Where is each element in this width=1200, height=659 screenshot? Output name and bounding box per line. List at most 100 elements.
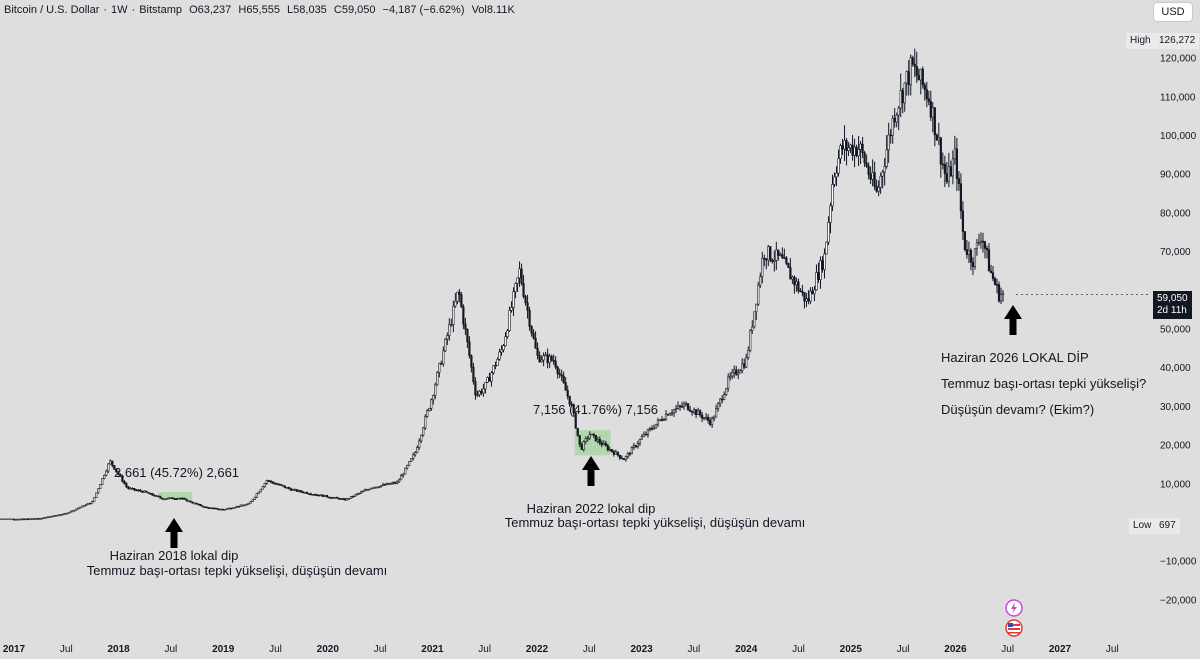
candle-body (638, 438, 642, 444)
candle-body (532, 332, 535, 339)
candle-body (666, 413, 670, 416)
candle-body (231, 507, 234, 510)
candle-body (839, 145, 842, 159)
interval[interactable]: 1W (111, 4, 128, 16)
candle-body (680, 405, 684, 408)
candle-body (981, 240, 985, 243)
candle-body (394, 482, 397, 484)
candle-body (201, 505, 204, 508)
candle-body (755, 303, 758, 313)
candle-body (564, 382, 567, 391)
candle-body (749, 330, 752, 351)
candle-body (30, 518, 34, 520)
candle-body (877, 187, 880, 192)
candle-body (458, 291, 461, 295)
candle-body (688, 409, 692, 412)
candle-body (137, 489, 140, 492)
arrow-up-2026-icon (1004, 305, 1022, 335)
candle-body (556, 366, 559, 374)
candle-body (690, 411, 694, 413)
candle-body (478, 390, 481, 396)
candle-body (711, 418, 714, 425)
candle-body (34, 518, 38, 520)
candle-body (957, 178, 960, 184)
candle-body (434, 384, 437, 396)
candle-body (851, 144, 854, 156)
candle-body (548, 355, 551, 364)
candle-body (91, 501, 94, 504)
candle-body (63, 513, 66, 515)
candle-body (474, 381, 477, 396)
candle-body (616, 451, 619, 456)
note-2026-line2: Temmuz başı-ortası tepki yükselişi? (941, 376, 1147, 391)
candle-body (885, 149, 888, 167)
time-tick-label: 2026 (944, 644, 967, 655)
candle-body (971, 261, 975, 267)
candle-body (117, 471, 120, 475)
price-tick-label: 120,000 (1160, 54, 1197, 65)
candle-body (61, 513, 64, 516)
time-tick-label: Jul (478, 644, 491, 655)
currency-button[interactable]: USD (1153, 2, 1193, 22)
candle-body (865, 162, 868, 167)
candle-body (382, 484, 385, 486)
candle-body (49, 516, 52, 518)
candle-body (941, 163, 944, 166)
time-tick-label: Jul (583, 644, 596, 655)
candle-body (73, 509, 76, 512)
candle-body (135, 489, 138, 492)
candle-body (514, 283, 517, 292)
candle-body (109, 460, 112, 465)
candle-body (881, 171, 884, 177)
candle-body (799, 290, 802, 293)
legend-header: Bitcoin / U.S. Dollar · 1W · Bitstamp O63,23… (4, 4, 515, 16)
candle-body (540, 359, 543, 363)
symbol-name[interactable]: Bitcoin / U.S. Dollar (4, 4, 100, 16)
candle-body (576, 427, 579, 436)
candle-body (859, 143, 862, 150)
candle-body (267, 480, 270, 482)
candle-body (388, 483, 391, 485)
candle-body (165, 498, 168, 500)
candle-body (454, 300, 457, 307)
candle-body (251, 499, 254, 502)
lightning-icon[interactable] (1005, 599, 1023, 617)
candle-body (757, 284, 760, 305)
candle-body (596, 438, 599, 442)
candle-body (283, 485, 286, 488)
candle-body (566, 390, 569, 397)
price-tick-label: 40,000 (1160, 363, 1191, 374)
candle-body (698, 410, 702, 416)
candle-body (937, 137, 940, 141)
candle-body (245, 503, 248, 506)
candle-body (125, 483, 128, 488)
candle-body (909, 57, 912, 86)
candle-body (969, 249, 973, 263)
candle-body (14, 518, 18, 521)
candle-body (725, 388, 728, 396)
candle-body (271, 481, 274, 484)
candle-body (670, 412, 674, 415)
time-tick-label: 2023 (630, 644, 653, 655)
candle-body (351, 496, 355, 498)
candle-body (97, 488, 100, 494)
candle-body (524, 296, 527, 304)
candle-body (805, 298, 808, 302)
candle-body (450, 324, 453, 326)
candle-body (486, 377, 489, 383)
candle-body (163, 498, 166, 501)
us-flag-icon[interactable] (1005, 619, 1023, 637)
candle-body (67, 512, 70, 515)
candle-body (674, 408, 678, 411)
candle-body (87, 502, 90, 505)
candle-body (684, 403, 688, 405)
candle-body (913, 63, 916, 67)
candle-body (376, 486, 379, 489)
candle-body (460, 294, 463, 308)
candle-body (378, 486, 381, 489)
price-tick-label: 110,000 (1160, 92, 1196, 103)
candle-body (578, 435, 581, 445)
candle-body (823, 253, 826, 270)
candle-body (707, 416, 710, 421)
